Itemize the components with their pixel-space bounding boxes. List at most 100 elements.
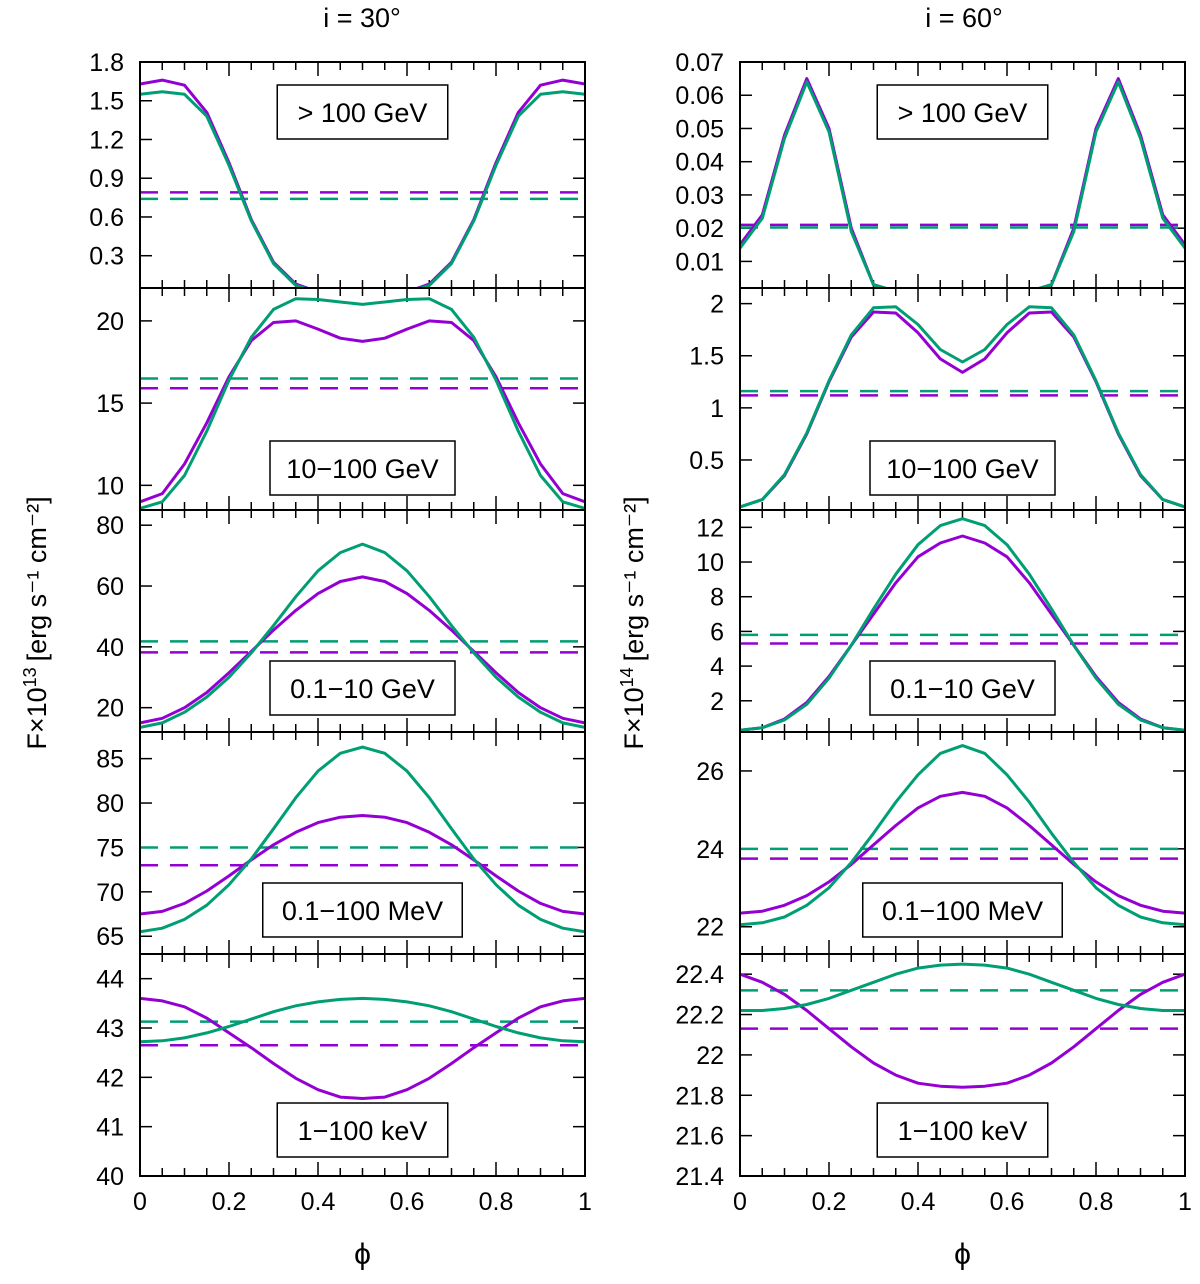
x-axis-label: ϕ — [354, 1238, 371, 1271]
band-label: 0.1−100 MeV — [282, 896, 443, 926]
y-tick-label: 60 — [96, 573, 124, 601]
band-label-box — [876, 1102, 1049, 1158]
band-label-box — [869, 660, 1056, 716]
band-label: > 100 GeV — [898, 98, 1028, 128]
y-tick-label: 22 — [696, 1042, 724, 1070]
series-line-green — [740, 305, 1185, 509]
panel-right-3: 22 24 26 0.1−100 MeV — [696, 731, 1186, 955]
y-tick-label: 0.6 — [89, 204, 124, 232]
panel-right-2: 2 4 6 8 10 12 0.1−10 GeV — [696, 509, 1186, 733]
y-tick-label: 0.3 — [89, 243, 124, 271]
band-label-box — [862, 882, 1063, 938]
band-label-box — [276, 1102, 449, 1158]
series-line-green — [740, 744, 1185, 927]
band-label-box — [262, 882, 463, 938]
series-line-purple — [140, 319, 585, 504]
panel-left-2: 20 40 60 80 0.1−10 GeV — [96, 509, 586, 733]
y-tick-label: 2 — [710, 688, 724, 716]
plot-area — [140, 297, 585, 510]
y-tick-label: 12 — [696, 514, 724, 542]
y-tick-label: 22.4 — [675, 961, 724, 989]
plot-area — [740, 962, 1185, 1089]
y-tick-label: 75 — [96, 834, 124, 862]
x-tick-label: 0 — [133, 1188, 147, 1216]
y-tick-label: 0.9 — [89, 165, 124, 193]
y-tick-label: 10 — [96, 472, 124, 500]
band-label: 0.1−10 GeV — [290, 674, 435, 704]
x-tick-label: 1 — [1178, 1188, 1192, 1216]
series-line-green — [140, 996, 585, 1044]
plot-area — [740, 305, 1185, 509]
y-tick-label: 0.07 — [675, 49, 724, 77]
y-tick-label: 4 — [710, 653, 724, 681]
y-tick-label: 80 — [96, 790, 124, 818]
x-tick-label: 0.6 — [390, 1188, 425, 1216]
y-tick-label: 21.8 — [675, 1082, 724, 1110]
y-tick-label: 1.5 — [689, 343, 724, 371]
x-tick-label: 0.2 — [212, 1188, 247, 1216]
plot-area — [140, 996, 585, 1100]
x-tick-label: 0.8 — [1079, 1188, 1114, 1216]
y-tick-label: 20 — [96, 695, 124, 723]
band-label: 0.1−100 MeV — [882, 896, 1043, 926]
plot-area — [140, 542, 585, 729]
y-tick-label: 70 — [96, 879, 124, 907]
y-tick-label: 21.4 — [675, 1163, 724, 1191]
y-tick-label: 26 — [696, 758, 724, 786]
y-tick-label: 8 — [710, 584, 724, 612]
panel-right-4: 21.4 21.6 21.8 22 22.2 22.4 1−100 keV — [675, 953, 1186, 1191]
plot-area — [740, 517, 1185, 732]
panel-right-0: 0.01 0.02 0.03 0.04 0.05 0.06 0.07 > 100 GeV — [675, 49, 1186, 289]
panel-left-1: 10 15 20 10−100 GeV — [96, 287, 586, 511]
band-label-box — [269, 660, 456, 716]
series-line-green — [140, 542, 585, 729]
y-axis-label-units: [erg s⁻¹ cm⁻²] — [619, 496, 649, 661]
y-axis-label-exponent: 13 — [20, 667, 40, 687]
y-tick-label: 0.05 — [675, 115, 724, 143]
series-line-green — [140, 90, 585, 288]
x-tick-label: 0 — [733, 1188, 747, 1216]
panel-left-3: 65 70 75 80 85 0.1−100 MeV — [96, 731, 586, 955]
y-tick-label: 65 — [96, 923, 124, 951]
series-line-green — [140, 745, 585, 934]
series-line-purple — [140, 996, 585, 1100]
panel-right-1: 0.5 1 1.5 2 10−100 GeV — [689, 287, 1186, 511]
x-tick-label: 0.6 — [990, 1188, 1025, 1216]
column-title-left: i = 30° — [323, 3, 401, 33]
y-tick-label: 0.5 — [689, 447, 724, 475]
x-tick-label: 0.8 — [479, 1188, 514, 1216]
y-tick-label: 20 — [96, 308, 124, 336]
y-tick-label: 1.8 — [89, 49, 124, 77]
band-label-box — [269, 440, 456, 496]
y-tick-label: 15 — [96, 390, 124, 418]
y-tick-label: 41 — [96, 1114, 124, 1142]
x-tick-label: 1 — [578, 1188, 592, 1216]
y-axis-label-right: F×1014 [erg s⁻¹ cm⁻²] — [617, 496, 649, 749]
y-tick-label: 80 — [96, 512, 124, 540]
y-tick-label: 40 — [96, 1163, 124, 1191]
series-line-purple — [140, 575, 585, 725]
band-label: 1−100 keV — [298, 1116, 428, 1146]
series-line-purple — [740, 972, 1185, 1089]
plot-area — [740, 744, 1185, 927]
y-tick-label: 21.6 — [675, 1123, 724, 1151]
series-line-green — [140, 297, 585, 510]
y-tick-label: 1 — [710, 395, 724, 423]
plot-area — [140, 78, 585, 288]
y-tick-label: 44 — [96, 966, 124, 994]
series-line-green — [740, 517, 1185, 732]
series-line-purple — [740, 790, 1185, 915]
y-tick-label: 0.04 — [675, 149, 724, 177]
y-tick-label: 24 — [696, 836, 724, 864]
y-tick-label: 0.03 — [675, 182, 724, 210]
y-tick-label: 22 — [696, 914, 724, 942]
y-tick-label: 0.01 — [675, 248, 724, 276]
band-label-box — [876, 84, 1049, 140]
plot-area — [140, 745, 585, 934]
panel-left-0: 0.3 0.6 0.9 1.2 1.5 1.8 > 100 GeV — [89, 49, 586, 289]
band-label: 10−100 GeV — [886, 454, 1038, 484]
panel-left-4: 40 41 42 43 44 1−100 keV — [96, 953, 586, 1191]
band-label: 1−100 keV — [898, 1116, 1028, 1146]
y-tick-label: 42 — [96, 1064, 124, 1092]
